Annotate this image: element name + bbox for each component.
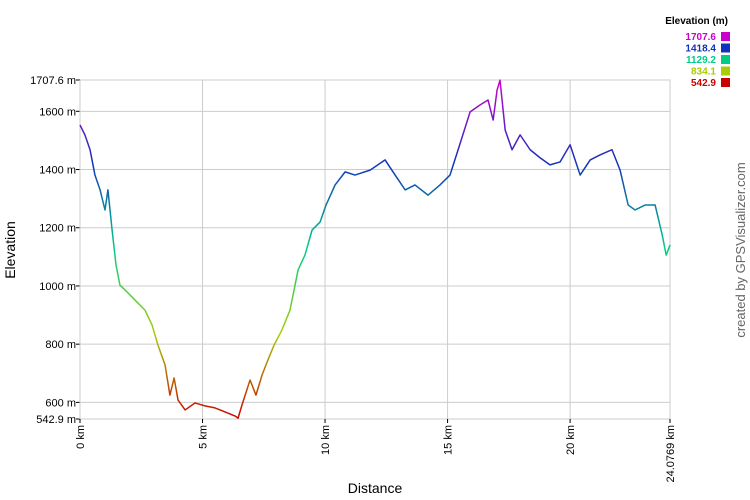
legend-label: 542.9 <box>691 78 716 89</box>
legend-label: 1418.4 <box>685 44 716 55</box>
x-tick-label: 15 km <box>443 425 455 455</box>
y-tick-label: 800 m <box>45 339 76 351</box>
x-tick-label: 20 km <box>565 425 577 455</box>
legend-swatch <box>721 66 730 76</box>
legend-swatch <box>721 32 730 41</box>
legend-swatch <box>721 43 730 53</box>
x-tick-label: 5 km <box>198 425 210 449</box>
legend-title: Elevation (m) <box>665 16 728 27</box>
plot-area <box>79 79 671 420</box>
y-tick-label: 1000 m <box>39 281 76 293</box>
x-tick-label: 0 km <box>75 425 87 449</box>
x-tick-label: 10 km <box>320 425 332 455</box>
legend-label: 834.1 <box>691 67 716 78</box>
elevation-line <box>79 79 671 419</box>
y-tick-label: 600 m <box>45 397 76 409</box>
y-axis-title: Elevation <box>2 221 18 279</box>
legend-label: 1707.6 <box>685 32 716 43</box>
y-tick-label: 1400 m <box>39 165 76 177</box>
y-tick-label: 1200 m <box>39 223 76 235</box>
x-axis-title: Distance <box>348 480 403 496</box>
y-tick-label: 1707.6 m <box>30 75 76 87</box>
watermark: created by GPSVisualizer.com <box>733 162 748 337</box>
y-tick-label: 1600 m <box>39 106 76 118</box>
y-tick-label: 542.9 m <box>36 414 76 426</box>
legend-label: 1129.2 <box>686 55 716 66</box>
legend-swatch <box>721 55 730 64</box>
x-tick-label: 24.0769 km <box>665 425 677 482</box>
legend-swatch <box>721 78 730 87</box>
